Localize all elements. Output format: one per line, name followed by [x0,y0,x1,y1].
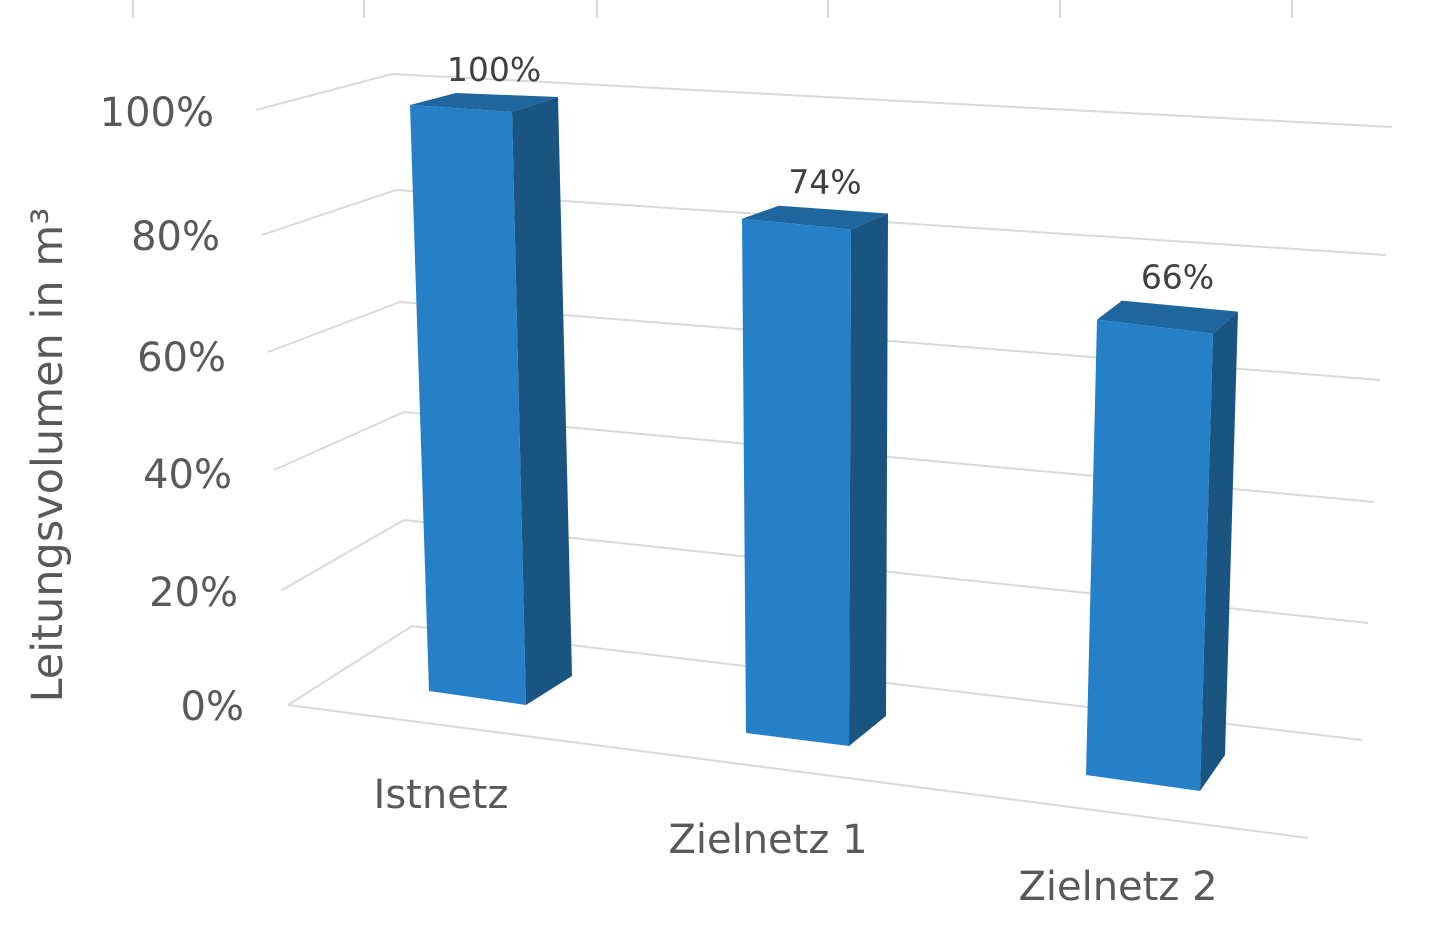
y-axis-title: Leitungsvolumen in m³ [23,208,73,703]
gridline [261,188,1387,256]
gridline [281,518,1369,624]
data-label: 74% [788,163,861,202]
gridlines [132,0,1393,839]
bar-top-face [410,93,558,112]
gridline [287,624,1363,741]
data-label: 66% [1141,258,1214,297]
data-labels: 100% 74% 66% [447,50,1214,297]
bar-front-face [1086,319,1213,791]
floor-front-edge [287,704,1309,839]
bar-side-face [512,97,572,705]
bars [410,93,1238,791]
data-label: 100% [447,50,541,89]
bar-top-face [1097,300,1238,334]
bar-front-face [410,105,526,705]
category-label: Zielnetz 1 [668,817,867,863]
y-tick-labels: 0% 20% 40% 60% 80% 100% [100,90,244,730]
bar-side-face [849,213,888,747]
y-tick-label: 60% [137,335,226,381]
gridline [255,72,1393,128]
bar-side-face [1200,311,1238,791]
y-tick-label: 40% [143,452,232,498]
y-tick-label: 100% [100,90,214,136]
category-label: Zielnetz 2 [1018,864,1217,910]
gridline [273,410,1375,503]
bar-top-face [742,205,888,230]
y-tick-label: 80% [131,214,220,260]
bar-front-face [742,218,851,746]
gridline [267,300,1381,381]
category-labels: Istnetz Zielnetz 1 Zielnetz 2 [374,772,1218,910]
y-tick-label: 20% [149,570,238,616]
y-tick-label: 0% [181,684,244,730]
category-label: Istnetz [374,772,509,818]
